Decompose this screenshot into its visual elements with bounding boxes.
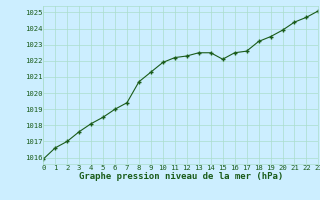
X-axis label: Graphe pression niveau de la mer (hPa): Graphe pression niveau de la mer (hPa) [79, 172, 283, 181]
